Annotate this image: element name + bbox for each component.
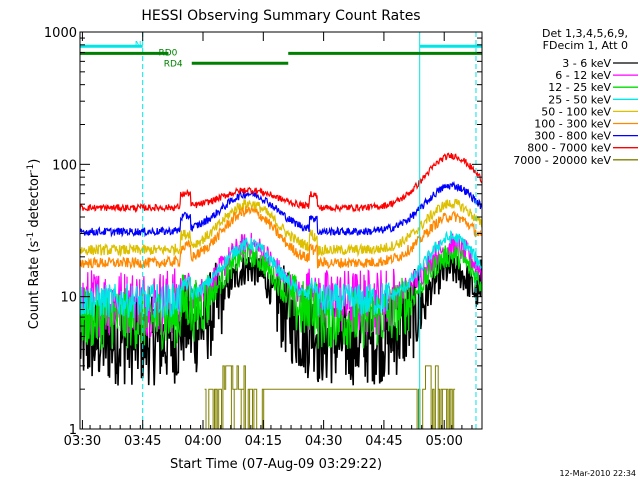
- series-line: [80, 199, 482, 258]
- legend-label: 25 - 50 keV: [548, 93, 611, 106]
- x-tick-label: 04:00: [184, 434, 221, 449]
- x-tick-label: 05:00: [425, 434, 462, 449]
- x-tick-label: 04:15: [245, 434, 282, 449]
- legend-header: Det 1,3,4,5,6,9,: [542, 27, 628, 40]
- legend-label: 300 - 800 keV: [534, 130, 611, 143]
- plot-area: [80, 152, 482, 429]
- legend-label: 6 - 12 keV: [555, 69, 611, 82]
- series-line: [80, 180, 482, 238]
- legend-label: 7000 - 20000 keV: [513, 154, 611, 167]
- legend-label: 50 - 100 keV: [541, 105, 611, 118]
- x-axis-label: Start Time (07-Aug-09 03:29:22): [170, 457, 382, 472]
- series-lines: [80, 152, 482, 429]
- x-tick-label: 03:30: [64, 434, 101, 449]
- x-tick-label: 04:45: [365, 434, 402, 449]
- x-axis: 03:30 03:45 04:00 04:15 04:30 04:45 05:00: [64, 32, 483, 449]
- legend-label: 12 - 25 keV: [548, 81, 611, 94]
- series-line: [80, 205, 482, 270]
- series-line: [80, 230, 482, 319]
- legend: Det 1,3,4,5,6,9,FDecim 1, Att 0 3 - 6 keV…: [513, 27, 638, 167]
- x-tick-label: 04:30: [305, 434, 342, 449]
- footer-timestamp: 12-Mar-2010 22:34: [560, 469, 637, 478]
- legend-label: 800 - 7000 keV: [527, 142, 611, 155]
- series-line: [204, 365, 456, 429]
- flag-label: RD0: [158, 48, 177, 58]
- series-line: [80, 152, 482, 214]
- legend-label: 3 - 6 keV: [562, 57, 611, 70]
- y-tick-label: 1: [69, 423, 77, 438]
- y-axis-label: Count Rate (s-1 detector-1): [26, 159, 42, 330]
- flag-label: N: [135, 40, 142, 50]
- legend-header: FDecim 1, Att 0: [543, 39, 628, 52]
- legend-label: 100 - 300 keV: [534, 118, 611, 131]
- y-axis: 1 10 100 1000: [44, 26, 482, 438]
- y-tick-label: 10: [60, 291, 77, 306]
- y-tick-label: 1000: [44, 26, 77, 41]
- y-tick-label: 100: [52, 158, 77, 173]
- chart-title: HESSI Observing Summary Count Rates: [141, 8, 420, 24]
- flag-label: RD4: [164, 59, 183, 69]
- x-tick-label: 03:45: [124, 434, 161, 449]
- series-line: [80, 244, 482, 352]
